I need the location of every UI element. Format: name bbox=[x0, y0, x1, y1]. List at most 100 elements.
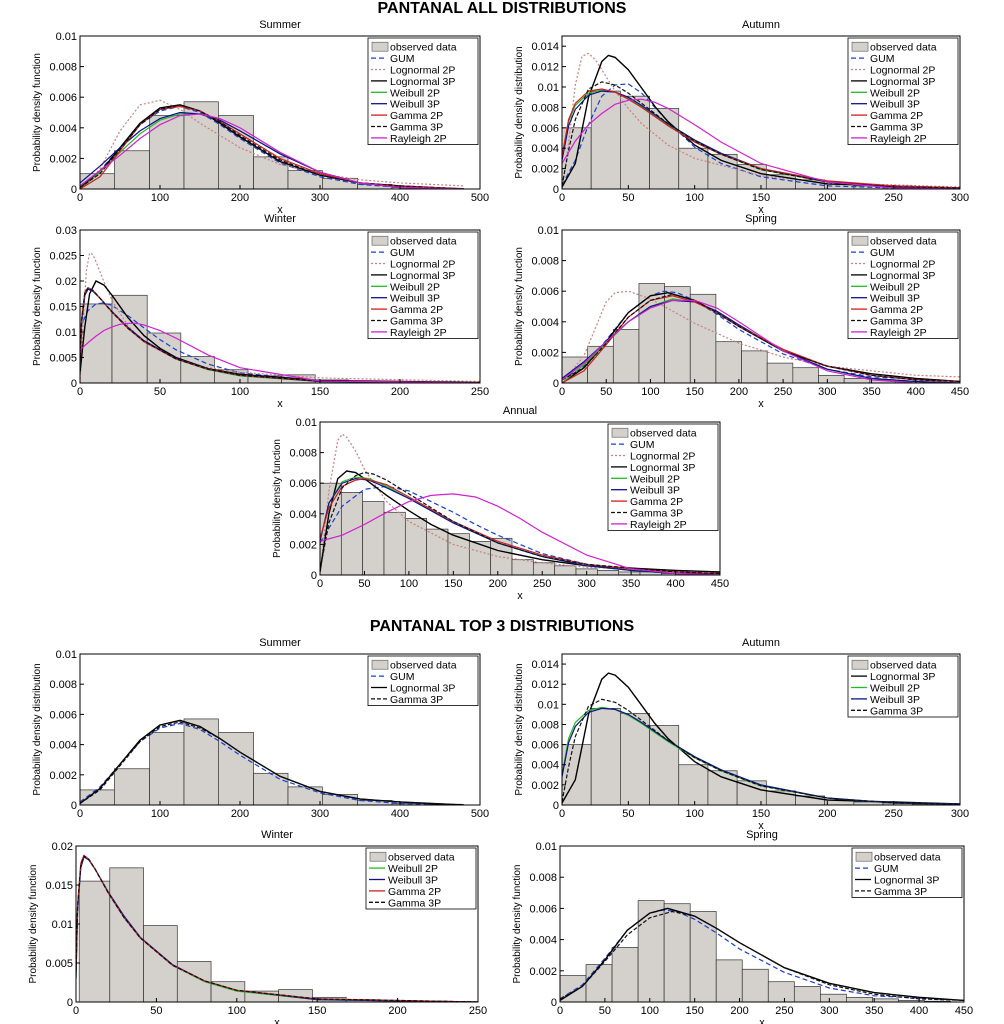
x-axis-label: x bbox=[277, 204, 283, 216]
x-tick-label: 0 bbox=[317, 578, 323, 590]
series-line-lognormal-2p bbox=[320, 433, 720, 575]
series-line-gamma-3p bbox=[562, 81, 960, 189]
y-tick-label: 0.008 bbox=[531, 256, 559, 268]
x-tick-label: 100 bbox=[641, 386, 659, 398]
histogram-bar bbox=[792, 367, 819, 384]
y-tick-label: 0.01 bbox=[56, 31, 77, 43]
series-line-lognormal-3p bbox=[80, 719, 465, 805]
y-axis-label: Probability density function bbox=[512, 865, 523, 984]
legend-label: observed data bbox=[390, 236, 457, 248]
histogram-bar bbox=[114, 150, 150, 190]
series-line-rayleigh-2p bbox=[80, 113, 465, 189]
histogram-bar bbox=[715, 341, 742, 384]
y-tick-label: 0 bbox=[553, 184, 559, 196]
y-tick-label: 0.01 bbox=[56, 649, 77, 661]
series-line-gum bbox=[560, 909, 964, 1001]
legend-label: Weibull 2P bbox=[390, 281, 440, 293]
legend-label: GUM bbox=[870, 53, 895, 65]
x-tick-label: 150 bbox=[311, 386, 329, 398]
y-axis-label: Probability density function bbox=[272, 439, 283, 558]
x-tick-label: 450 bbox=[955, 1005, 973, 1017]
y-axis-label: Probability density distribution bbox=[514, 663, 525, 795]
legend-label: Weibull 3P bbox=[870, 99, 920, 111]
histogram-bar bbox=[766, 362, 794, 384]
legend-label: Weibull 2P bbox=[870, 281, 920, 293]
x-tick-label: 200 bbox=[388, 1005, 406, 1017]
legend-label: Lognormal 3P bbox=[390, 76, 455, 88]
legend-label: GUM bbox=[390, 53, 415, 65]
histogram-bar bbox=[637, 900, 665, 1003]
x-tick-label: 250 bbox=[471, 386, 489, 398]
y-tick-label: 0.015 bbox=[49, 302, 77, 314]
chart-title: Winter bbox=[261, 829, 293, 841]
y-tick-label: 0.004 bbox=[289, 509, 317, 521]
histogram-bar bbox=[322, 794, 358, 806]
x-tick-label: 150 bbox=[308, 1005, 326, 1017]
x-tick-label: 200 bbox=[730, 1005, 748, 1017]
legend-label: Rayleigh 2P bbox=[390, 133, 447, 145]
legend-swatch-observed-data bbox=[851, 659, 869, 670]
series-line-gamma-3p bbox=[320, 471, 720, 575]
y-tick-label: 0.012 bbox=[531, 679, 559, 691]
x-tick-label: 0 bbox=[73, 1005, 79, 1017]
x-tick-label: 0 bbox=[559, 386, 565, 398]
chart-all-winter: 0 50 100 150 200 250 0 0.005 0.01 0.015 0.02 0.025 0… bbox=[32, 213, 489, 410]
y-tick-label: 0.004 bbox=[529, 935, 557, 947]
histogram-bar bbox=[818, 375, 845, 384]
histogram-bar bbox=[114, 768, 150, 806]
legend-label: Gamma 3P bbox=[390, 694, 443, 706]
chart-title: Spring bbox=[746, 829, 778, 841]
x-tick-label: 200 bbox=[231, 192, 249, 204]
legend-label: Lognormal 2P bbox=[870, 65, 935, 77]
y-tick-label: 0.012 bbox=[531, 62, 559, 74]
x-tick-label: 400 bbox=[907, 386, 925, 398]
x-tick-label: 50 bbox=[154, 386, 166, 398]
y-tick-label: 0.002 bbox=[531, 780, 559, 792]
legend-label: Gamma 3P bbox=[874, 886, 927, 898]
legend-swatch-observed-data bbox=[369, 851, 387, 862]
x-axis-label: x bbox=[277, 398, 283, 410]
legend-label: Gamma 3P bbox=[870, 316, 923, 328]
axes-frame bbox=[79, 653, 481, 806]
x-tick-label: 250 bbox=[469, 1005, 487, 1017]
x-tick-label: 200 bbox=[730, 386, 748, 398]
chart-title: Autumn bbox=[742, 19, 780, 31]
y-tick-label: 0.03 bbox=[56, 225, 77, 237]
chart-title: Summer bbox=[259, 637, 301, 649]
section-title-top3: PANTANAL TOP 3 DISTRIBUTIONS bbox=[369, 618, 635, 635]
series-line-gamma-2p bbox=[562, 88, 960, 189]
x-tick-label: 100 bbox=[151, 808, 169, 820]
x-tick-label: 100 bbox=[231, 386, 249, 398]
histogram-bar bbox=[612, 329, 640, 384]
legend-label: Gamma 2P bbox=[870, 110, 923, 122]
legend-label: GUM bbox=[390, 671, 415, 683]
x-axis-label: x bbox=[517, 590, 523, 602]
y-tick-label: 0 bbox=[551, 997, 557, 1009]
y-tick-label: 0.002 bbox=[49, 153, 77, 165]
axes-frame bbox=[319, 421, 721, 576]
y-tick-label: 0.004 bbox=[49, 123, 77, 135]
series-line-gamma-3p bbox=[80, 287, 480, 383]
y-tick-label: 0 bbox=[67, 997, 73, 1009]
series-line-weibull-3p bbox=[320, 477, 720, 575]
x-tick-label: 250 bbox=[884, 808, 902, 820]
histogram-bar bbox=[287, 786, 323, 806]
y-tick-label: 0.004 bbox=[49, 740, 77, 752]
legend-label: observed data bbox=[390, 42, 457, 54]
x-tick-label: 450 bbox=[711, 578, 729, 590]
x-tick-label: 350 bbox=[622, 578, 640, 590]
histogram-bar bbox=[149, 115, 185, 190]
histogram-bar bbox=[590, 90, 621, 190]
chart-top3-spring: 0 50 100 150 200 250 300 350 400 450 0 0.002 0.004 0.… bbox=[512, 829, 973, 1024]
y-axis-label: Probability density distribution bbox=[32, 663, 43, 795]
y-tick-label: 0.006 bbox=[49, 709, 77, 721]
y-tick-label: 0.002 bbox=[531, 347, 559, 359]
series-line-gamma-3p bbox=[562, 698, 960, 805]
histogram-bar bbox=[611, 947, 639, 1003]
x-tick-label: 450 bbox=[951, 386, 969, 398]
histogram-bar bbox=[664, 286, 691, 384]
x-tick-label: 500 bbox=[471, 808, 489, 820]
